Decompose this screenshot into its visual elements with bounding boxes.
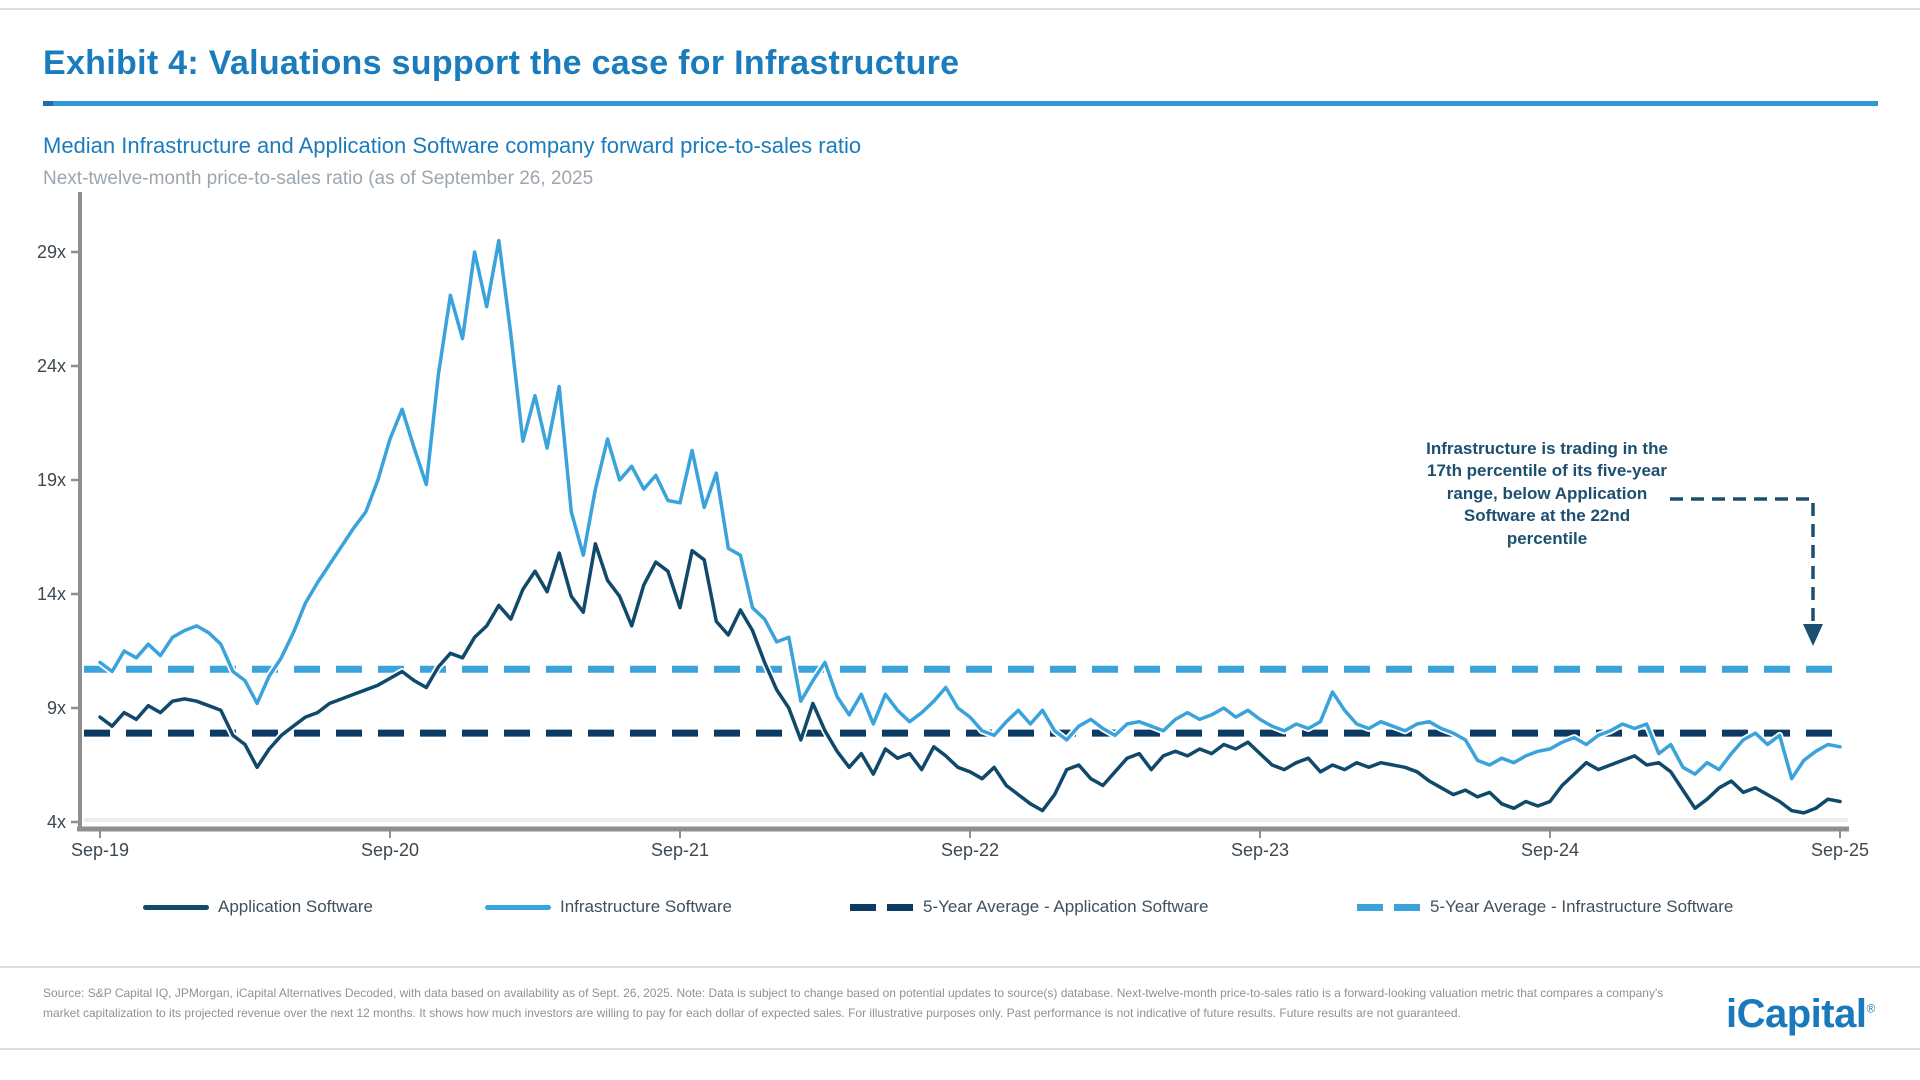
x-tick-label: Sep-23 [1231, 840, 1289, 860]
avg-infrastructure-dashed-line-icon [1357, 903, 1421, 911]
legend-label: Application Software [218, 897, 373, 916]
x-tick-label: Sep-20 [361, 840, 419, 860]
y-tick-label: 29x [37, 242, 66, 262]
page-title: Exhibit 4: Valuations support the case f… [43, 44, 960, 82]
legend-label: 5-Year Average - Application Software [923, 897, 1209, 916]
series-line [98, 542, 1842, 815]
legend-item-application-software: Application Software [143, 894, 373, 920]
registered-mark: ® [1866, 1001, 1875, 1016]
x-tick-label: Sep-19 [71, 840, 129, 860]
y-tick-label: 9x [47, 698, 66, 718]
legend-item-infrastructure-software: Infrastructure Software [485, 894, 732, 920]
source-note-line2: market capitalization to its projected r… [43, 1005, 1461, 1020]
top-divider [0, 8, 1920, 10]
y-tick-label: 24x [37, 356, 66, 376]
chart-note: Next-twelve-month price-to-sales ratio (… [43, 168, 594, 189]
annotation-arrow-head-icon [1803, 624, 1823, 646]
source-note: Source: S&P Capital IQ, JPMorgan, iCapit… [43, 984, 1713, 1024]
x-tick-label: Sep-25 [1811, 840, 1869, 860]
avg-application-dashed-line-icon [850, 903, 914, 911]
application-software-line-icon [143, 904, 209, 910]
x-tick-label: Sep-24 [1521, 840, 1579, 860]
title-rule [43, 101, 1878, 106]
x-tick-label: Sep-22 [941, 840, 999, 860]
legend-label: Infrastructure Software [560, 897, 732, 916]
y-tick-label: 4x [47, 812, 66, 832]
x-tick-label: Sep-21 [651, 840, 709, 860]
bottom-divider [0, 1048, 1920, 1050]
y-tick-label: 19x [37, 470, 66, 490]
chart-subtitle: Median Infrastructure and Application So… [43, 133, 862, 158]
y-tick-label: 14x [37, 584, 66, 604]
icapital-logo: iCapital® [1726, 992, 1875, 1036]
infrastructure-software-line-icon [485, 904, 551, 910]
footer-divider [0, 966, 1920, 968]
series-line [98, 238, 1842, 781]
legend-item-avg-infrastructure-software: 5-Year Average - Infrastructure Software [1357, 894, 1733, 920]
legend-item-avg-application-software: 5-Year Average - Application Software [850, 894, 1208, 920]
source-note-line1: Source: S&P Capital IQ, JPMorgan, iCapit… [43, 986, 1664, 1000]
annotation-arrow-line [1670, 497, 1815, 624]
chart-legend: Application Software Infrastructure Soft… [0, 894, 1920, 920]
annotation-callout: Infrastructure is trading in the 17th pe… [1426, 439, 1668, 548]
legend-label: 5-Year Average - Infrastructure Software [1430, 897, 1734, 916]
